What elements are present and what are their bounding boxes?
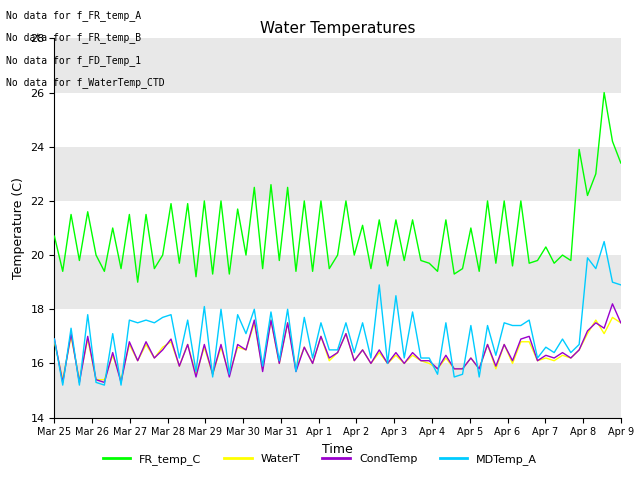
Bar <box>54 201 621 255</box>
Y-axis label: Temperature (C): Temperature (C) <box>12 177 25 279</box>
Text: No data for f_FR_temp_B: No data for f_FR_temp_B <box>6 32 141 43</box>
X-axis label: Time: Time <box>322 443 353 456</box>
Bar <box>54 309 621 363</box>
Legend: FR_temp_C, WaterT, CondTemp, MDTemp_A: FR_temp_C, WaterT, CondTemp, MDTemp_A <box>98 450 542 469</box>
Text: No data for f_WaterTemp_CTD: No data for f_WaterTemp_CTD <box>6 77 165 88</box>
Text: No data for f_FD_Temp_1: No data for f_FD_Temp_1 <box>6 55 141 66</box>
Bar <box>54 93 621 147</box>
Text: No data for f_FR_temp_A: No data for f_FR_temp_A <box>6 10 141 21</box>
Title: Water Temperatures: Water Temperatures <box>260 21 415 36</box>
